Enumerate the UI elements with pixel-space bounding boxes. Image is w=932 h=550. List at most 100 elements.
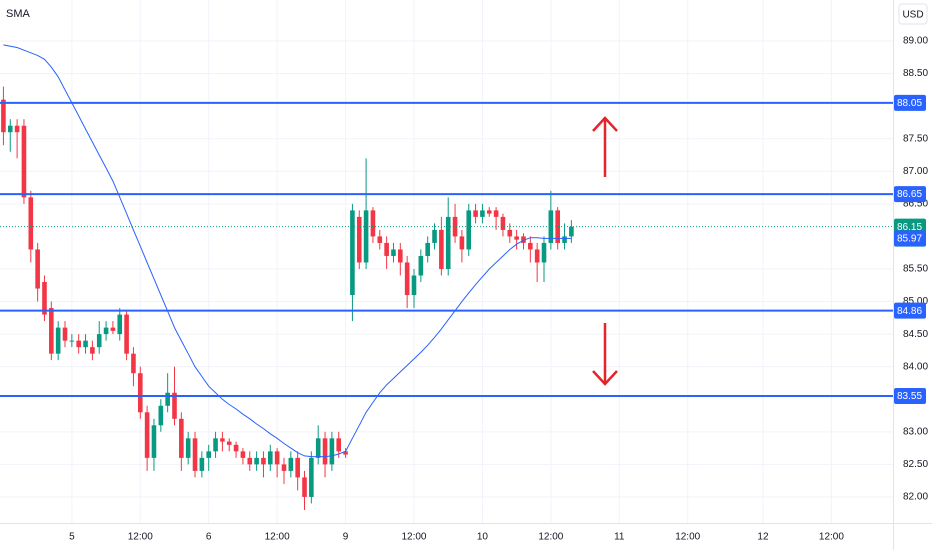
y-tick-label: 86.50 [903, 198, 928, 209]
candle-body [131, 353, 136, 374]
candle-body [14, 125, 20, 133]
x-tick-label: 9 [343, 532, 349, 543]
candle-body [391, 249, 396, 256]
level-label: 84.86 [897, 306, 922, 317]
candle-body [377, 236, 383, 243]
candle-body [267, 451, 273, 465]
candle-body [350, 210, 355, 296]
candle-body [562, 236, 567, 243]
candle-body [185, 438, 191, 458]
x-tick-label: 12 [757, 532, 769, 543]
candle-body [7, 125, 13, 133]
sma-line [3, 44, 572, 458]
candle-body [295, 457, 300, 478]
indicator-title: SMA [6, 8, 31, 20]
candle-body [192, 438, 198, 471]
candle-body [466, 210, 472, 250]
y-tick-label: 89.00 [903, 36, 928, 47]
candle-body [425, 242, 430, 256]
candle-body [514, 236, 519, 240]
candle-body [165, 392, 170, 406]
candle-body [96, 334, 102, 348]
x-tick-label: 12:00 [265, 532, 290, 543]
candle-body [158, 405, 164, 426]
candle-body [117, 314, 123, 335]
y-tick-label: 88.50 [903, 68, 928, 79]
candle-body [500, 216, 506, 230]
candle-body [35, 249, 40, 289]
candle-body [281, 464, 287, 471]
candle-body [329, 438, 335, 465]
candle-body [103, 327, 109, 335]
candle-body [521, 236, 526, 243]
candle-body [569, 226, 574, 237]
candle-body [288, 457, 294, 471]
candle-body [356, 216, 362, 263]
candle-body [459, 236, 465, 250]
candle-body [439, 229, 444, 269]
x-tick-label: 11 [614, 532, 625, 543]
candle-body [90, 347, 95, 354]
candle-body [541, 242, 547, 263]
x-tick-label: 12:00 [675, 532, 700, 543]
candle-body [507, 229, 513, 237]
candle-body [28, 197, 34, 250]
candle-body [411, 275, 417, 296]
candle-body [69, 340, 75, 342]
grid [0, 0, 893, 523]
candle-body [315, 438, 321, 458]
candle-body [49, 308, 54, 354]
candle-body [233, 444, 239, 452]
y-tick-label: 85.00 [903, 296, 928, 307]
candle-body [548, 210, 554, 243]
y-tick-label: 87.00 [903, 166, 928, 177]
candle-body [418, 255, 424, 276]
candle-body [21, 125, 27, 198]
candle-body [370, 210, 376, 237]
candle-body [254, 457, 259, 465]
candle-body [398, 249, 403, 263]
x-tick-label: 12:00 [128, 532, 153, 543]
candle-body [322, 438, 328, 465]
candle-body [110, 327, 116, 331]
candle-body [226, 441, 232, 445]
currency[interactable]: USD [902, 10, 923, 21]
candle-body [42, 282, 47, 315]
y-tick-label: 82.50 [903, 459, 928, 470]
candle-body [137, 373, 143, 413]
x-tick-label: 12:00 [819, 532, 844, 543]
candle-body [363, 210, 369, 263]
candle-body [1, 99, 6, 133]
x-tick-label: 10 [477, 532, 489, 543]
x-tick-label: 6 [206, 532, 212, 543]
y-tick-label: 82.00 [903, 492, 928, 503]
candle-body [124, 314, 129, 354]
candle-body [199, 457, 205, 471]
candle-body [493, 210, 499, 217]
candle-body [247, 457, 253, 465]
candle-body [220, 438, 225, 442]
candle-body [343, 451, 348, 455]
candle-body [432, 229, 437, 243]
currency-button[interactable] [898, 3, 928, 25]
candle-body [261, 457, 266, 465]
candle-body [336, 438, 342, 452]
candle-body [473, 210, 478, 217]
level-tag [894, 302, 926, 319]
level-label: 83.55 [897, 391, 922, 402]
candle-body [486, 210, 492, 214]
candle-body [555, 210, 560, 243]
level-label: 86.65 [897, 189, 922, 200]
candle-body [309, 457, 314, 497]
y-tick-label: 83.00 [903, 426, 928, 437]
up-arrow [592, 116, 618, 177]
candle-body [83, 340, 88, 348]
candle-body [240, 451, 246, 458]
y-tick-label: 84.50 [903, 329, 928, 340]
price-axis: 89.00 88.50 87.50 87.00 86.50 85.50 85.00 84.50… [894, 36, 928, 503]
candle-body [384, 242, 389, 256]
x-tick-label: 12:00 [401, 532, 426, 543]
candle-body [206, 451, 212, 458]
